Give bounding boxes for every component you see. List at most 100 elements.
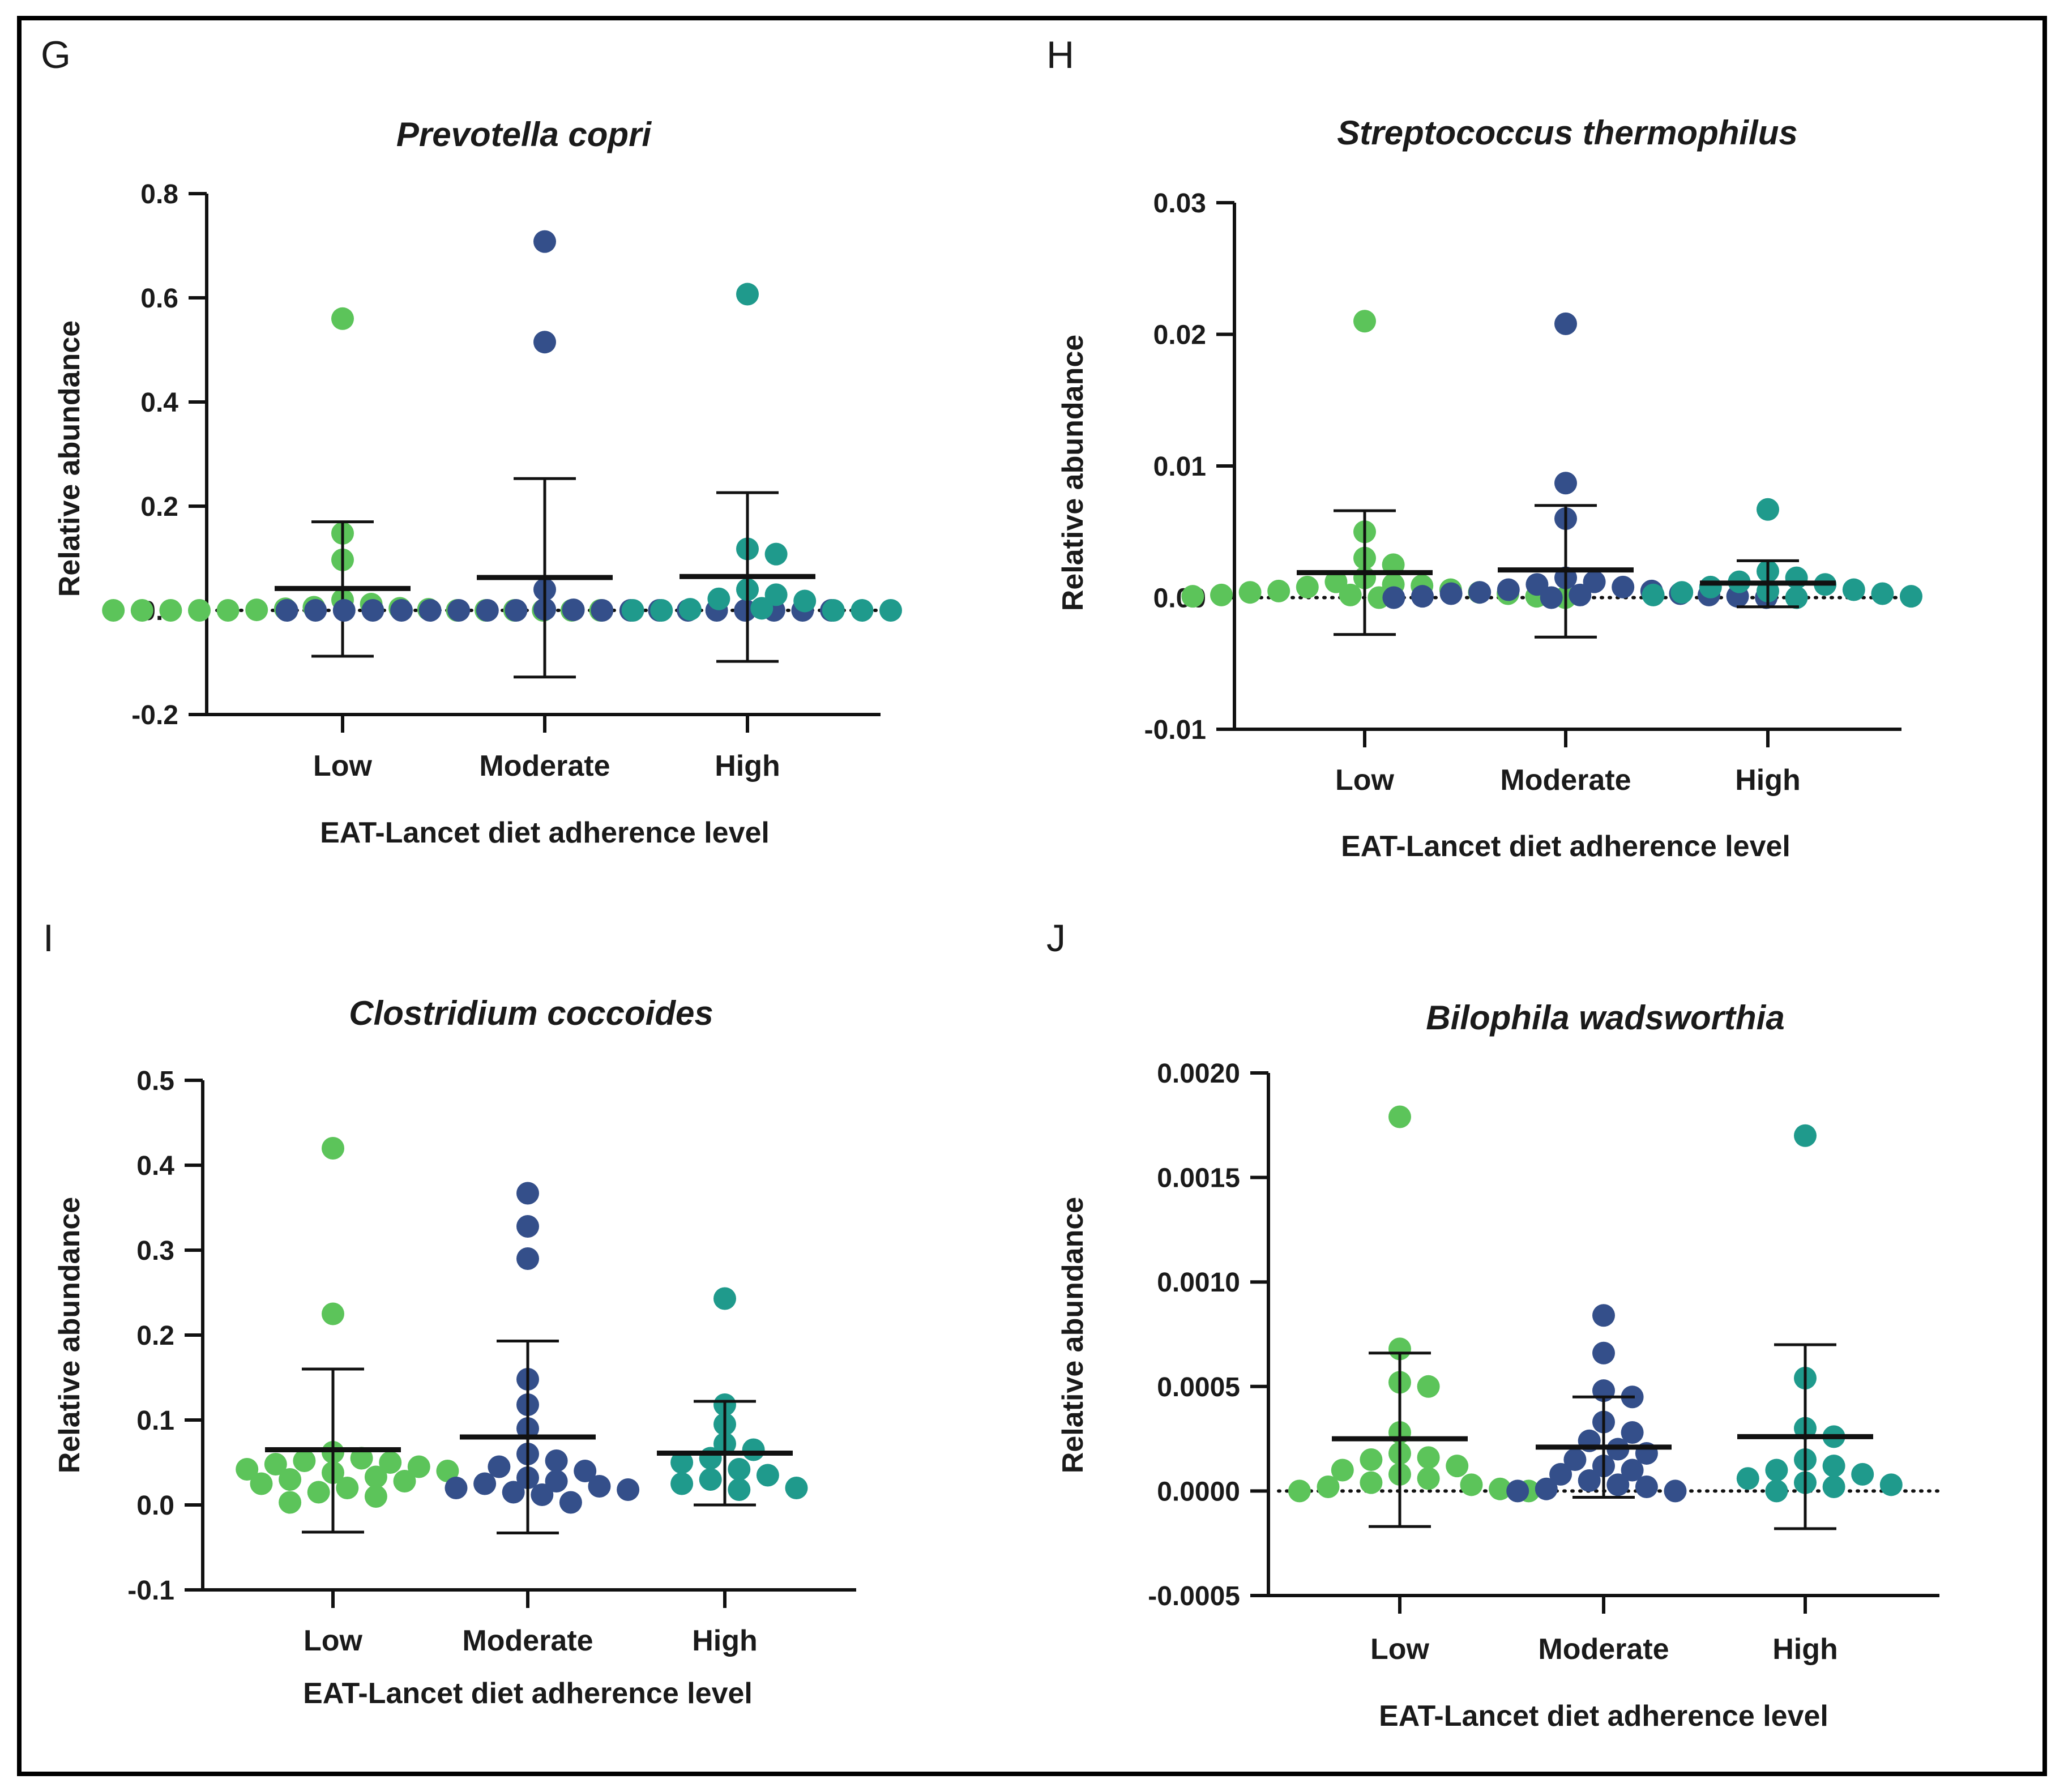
- panel-g-title: Prevotella copri: [396, 116, 652, 153]
- panel-i-point-low: [364, 1465, 387, 1489]
- panel-h-point-low: [1181, 585, 1204, 608]
- panel-g-point-low: [331, 307, 354, 330]
- panel-i-point-moderate: [545, 1449, 568, 1472]
- panel-j-point-moderate: [1621, 1421, 1644, 1444]
- panel-h-x-tick-label: Moderate: [1500, 764, 1631, 797]
- panel-j-y-tick-label: 0.0000: [1157, 1477, 1240, 1507]
- panel-i-point-high: [785, 1477, 808, 1499]
- panel-j-y-tick-label: 0.0010: [1157, 1268, 1240, 1298]
- panel-j-point-moderate: [1635, 1475, 1658, 1499]
- panel-h-point-high: [1670, 581, 1694, 604]
- panel-j-point-low: [1489, 1477, 1512, 1500]
- panel-j-point-low: [1417, 1375, 1440, 1398]
- panel-g-point-low: [159, 599, 182, 622]
- panel-h-x-tick-label: High: [1735, 764, 1801, 797]
- panel-h-y-tick-label: 0.03: [1153, 189, 1206, 219]
- panel-i-y-tick-label: 0.4: [136, 1151, 174, 1181]
- panel-h-point-low: [1267, 579, 1290, 602]
- panel-j-point-high: [1794, 1124, 1817, 1147]
- panel-j-point-moderate: [1621, 1459, 1644, 1482]
- panel-i-letter: I: [43, 917, 54, 960]
- panel-h-point-high: [1785, 566, 1808, 589]
- panel-g-point-low: [188, 599, 211, 622]
- panel-i-point-low: [407, 1455, 430, 1478]
- panel-g-y-tick-label: 0.2: [140, 492, 178, 522]
- panel-g-point-moderate: [390, 599, 413, 622]
- panel-i-y-tick-label: -0.1: [127, 1576, 174, 1606]
- panel-h-point-moderate: [1439, 582, 1463, 605]
- panel-g-y-axis-title: Relative abundance: [53, 320, 86, 597]
- panel-g-letter: G: [41, 33, 71, 76]
- panel-j-point-moderate: [1606, 1473, 1630, 1496]
- panel-h-y-tick-label: 0.02: [1153, 320, 1206, 350]
- panel-h-point-moderate: [1554, 312, 1577, 335]
- panel-i-point-moderate: [516, 1215, 539, 1238]
- panel-g-point-high: [822, 599, 845, 622]
- panel-g-point-moderate: [505, 599, 528, 622]
- panel-g-x-tick-label: Low: [313, 750, 373, 782]
- panel-i-point-high: [699, 1447, 722, 1470]
- panel-j-point-low: [1360, 1471, 1383, 1494]
- panel-i-point-high: [699, 1468, 722, 1491]
- panel-g-x-axis-title: EAT-Lancet diet adherence level: [320, 816, 770, 849]
- panel-g-x-tick-label: High: [715, 750, 780, 782]
- panel-i-point-low: [350, 1447, 373, 1470]
- panel-j-point-moderate: [1592, 1304, 1615, 1327]
- panel-h-point-moderate: [1382, 586, 1405, 609]
- panel-i-point-low: [307, 1481, 330, 1504]
- panel-i-point-low: [436, 1460, 459, 1482]
- panel-j-point-high: [1822, 1475, 1845, 1499]
- panel-g-point-low: [102, 599, 125, 622]
- panel-i-y-tick-label: 0.5: [136, 1066, 174, 1096]
- panel-h-point-moderate: [1497, 578, 1520, 601]
- panel-h-y-tick-label: 0.01: [1153, 452, 1206, 482]
- panel-j-x-tick-label: Moderate: [1538, 1633, 1669, 1666]
- panel-g-point-moderate: [533, 230, 556, 253]
- panel-g-point-moderate: [476, 599, 499, 622]
- panel-i-point-low: [336, 1477, 359, 1499]
- panel-j-y-tick-label: 0.0015: [1157, 1164, 1240, 1194]
- panel-g-point-moderate: [562, 598, 585, 622]
- panel-i-point-moderate: [488, 1455, 511, 1478]
- panel-i-x-axis-title: EAT-Lancet diet adherence level: [303, 1677, 753, 1710]
- panel-i-point-low: [364, 1485, 387, 1508]
- panel-j-point-moderate: [1592, 1341, 1615, 1365]
- panel-g-point-moderate: [361, 599, 384, 622]
- panel-h-point-low: [1339, 583, 1362, 606]
- panel-h-point-moderate: [1468, 581, 1492, 604]
- panel-j-point-high: [1765, 1459, 1788, 1482]
- panel-i-y-tick-label: 0.0: [136, 1491, 174, 1521]
- panel-h-point-high: [1642, 583, 1665, 606]
- panel-h-point-high: [1699, 575, 1722, 598]
- panel-g-point-high: [764, 542, 788, 566]
- panel-j-point-moderate: [1506, 1479, 1529, 1503]
- panel-i-y-axis-title: Relative abundance: [53, 1197, 86, 1473]
- panel-i-point-high: [670, 1451, 694, 1474]
- panel-h-y-tick-label: -0.01: [1144, 715, 1206, 745]
- panel-j-point-low: [1417, 1446, 1440, 1469]
- panel-h-point-low: [1296, 575, 1319, 598]
- panel-i-point-low: [379, 1451, 402, 1474]
- panel-j-y-tick-label: 0.0005: [1157, 1372, 1240, 1402]
- figure-frame: G Prevotella copri -0.2 0.0 0.2 0.4 0.6 0.8 Low M…: [17, 16, 2047, 1776]
- panel-i-point-moderate: [445, 1477, 468, 1499]
- panel-i-point-low: [322, 1137, 344, 1160]
- panel-i-point-moderate: [516, 1247, 539, 1270]
- panel-g-point-moderate: [533, 331, 556, 354]
- panel-i-y-tick-label: 0.2: [136, 1321, 174, 1351]
- panel-j-point-high: [1879, 1473, 1903, 1496]
- panel-g-point-low: [130, 599, 153, 622]
- panel-j-point-high: [1822, 1455, 1845, 1478]
- panel-i-x-tick-label: High: [692, 1624, 758, 1657]
- panel-h-point-moderate: [1554, 472, 1577, 495]
- panel-i-point-low: [322, 1302, 344, 1325]
- panel-j-point-low: [1417, 1467, 1440, 1490]
- panel-g-point-high: [736, 283, 759, 306]
- panel-j-point-low: [1388, 1337, 1411, 1361]
- panel-g-point-moderate: [734, 599, 757, 622]
- panel-g-point-high: [793, 589, 817, 613]
- panel-g-y-tick-label: 0.8: [140, 179, 178, 209]
- panel-i-x-tick-label: Moderate: [462, 1624, 593, 1657]
- panel-j-point-high: [1851, 1462, 1874, 1486]
- panel-g-point-high: [851, 599, 874, 622]
